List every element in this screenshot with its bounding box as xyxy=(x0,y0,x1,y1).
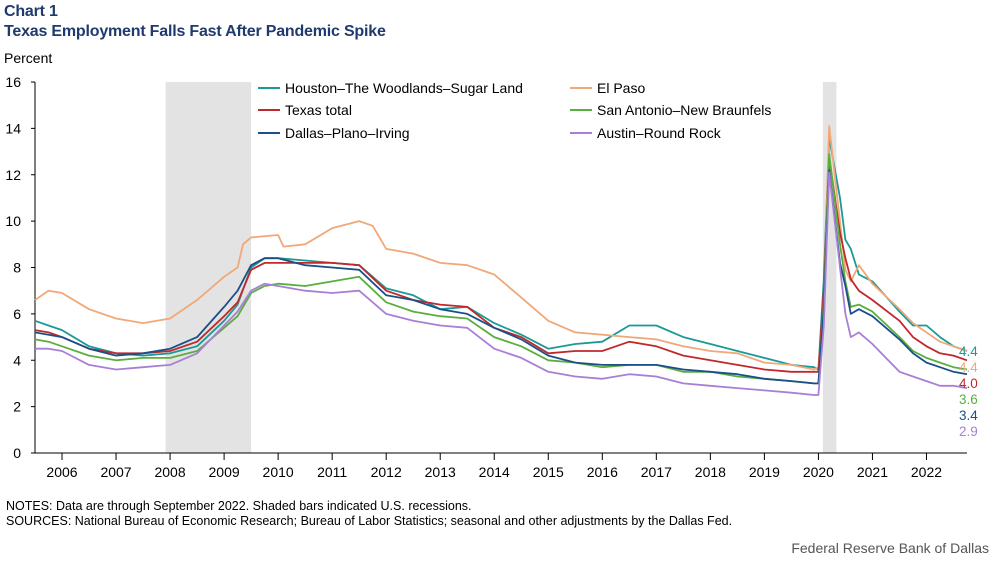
x-tick-label: 2018 xyxy=(695,464,726,480)
end-label-2: 4.4 xyxy=(959,360,978,375)
end-label-1: 4.4 xyxy=(959,344,978,359)
end-label-6: 2.9 xyxy=(959,424,978,439)
x-tick-label: 2014 xyxy=(479,464,510,480)
series-line-6 xyxy=(35,171,968,396)
end-label-5: 3.4 xyxy=(959,408,978,423)
legend-label-2: El Paso xyxy=(597,80,645,96)
chart-title: Texas Employment Falls Fast After Pandem… xyxy=(4,23,386,40)
series-line-1 xyxy=(34,136,968,371)
source-credit: Federal Reserve Bank of Dallas xyxy=(791,540,989,556)
x-tick-label: 2006 xyxy=(46,464,77,480)
series-lines xyxy=(34,125,968,396)
end-value-labels: 4.44.44.03.63.42.9 xyxy=(959,344,978,439)
y-axis-unit-label: Percent xyxy=(4,50,53,66)
x-tick-label: 2007 xyxy=(100,464,131,480)
x-tick-label: 2017 xyxy=(641,464,672,480)
legend-label-1: Houston–The Woodlands–Sugar Land xyxy=(285,80,523,96)
y-tick-label: 6 xyxy=(13,306,21,322)
x-tick-label: 2008 xyxy=(154,464,185,480)
series-line-2 xyxy=(34,125,968,371)
legend-label-6: Austin–Round Rock xyxy=(597,125,722,141)
legend: Houston–The Woodlands–Sugar Land El Paso T… xyxy=(258,80,771,141)
sources-text: SOURCES: National Bureau of Economic Res… xyxy=(6,514,733,528)
y-tick-label: 4 xyxy=(13,352,21,368)
recession-bands xyxy=(165,82,837,453)
series-line-5 xyxy=(34,169,968,385)
y-tick-label: 8 xyxy=(13,260,21,276)
chart-number: Chart 1 xyxy=(4,3,58,20)
y-axis-ticks: 0 2 4 6 8 10 12 14 16 xyxy=(5,74,35,461)
y-tick-label: 2 xyxy=(13,399,21,415)
x-tick-label: 2020 xyxy=(803,464,834,480)
end-label-3: 4.0 xyxy=(959,376,978,391)
x-tick-label: 2021 xyxy=(857,464,888,480)
x-tick-label: 2010 xyxy=(263,464,294,480)
legend-label-4: San Antonio–New Braunfels xyxy=(597,102,771,118)
x-tick-label: 2015 xyxy=(533,464,564,480)
x-tick-label: 2009 xyxy=(209,464,240,480)
recession-band-2 xyxy=(822,82,837,453)
legend-label-5: Dallas–Plano–Irving xyxy=(285,125,410,141)
end-label-4: 3.6 xyxy=(959,392,978,407)
x-tick-label: 2019 xyxy=(749,464,780,480)
legend-label-3: Texas total xyxy=(285,102,352,118)
notes-text: NOTES: Data are through September 2022. … xyxy=(6,499,472,513)
y-tick-label: 0 xyxy=(13,445,21,461)
y-tick-label: 16 xyxy=(5,74,21,90)
x-tick-label: 2016 xyxy=(587,464,618,480)
series-line-3 xyxy=(34,157,968,373)
y-tick-label: 12 xyxy=(5,167,21,183)
x-tick-label: 2011 xyxy=(317,464,347,480)
x-tick-label: 2013 xyxy=(425,464,456,480)
y-tick-label: 10 xyxy=(5,213,21,229)
x-tick-label: 2012 xyxy=(371,464,402,480)
y-tick-label: 14 xyxy=(5,120,21,136)
x-tick-label: 2022 xyxy=(911,464,942,480)
notes-block: NOTES: Data are through September 2022. … xyxy=(6,499,732,529)
x-axis-ticks: 2006 2007 2008 2009 2010 2011 2012 2013 2014 2015… xyxy=(46,453,942,480)
